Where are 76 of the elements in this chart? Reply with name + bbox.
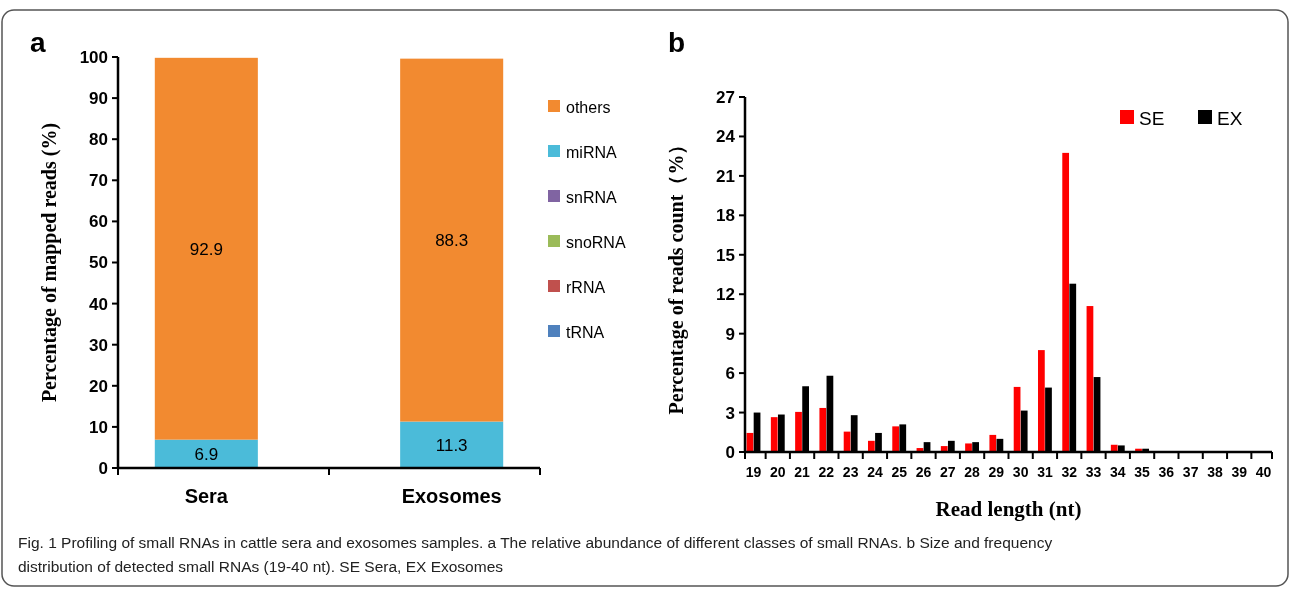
x-tick-label: 26: [915, 464, 932, 480]
bar: [154, 439, 258, 468]
x-tick-label: 27: [940, 464, 956, 480]
x-tick-label: 34: [1110, 464, 1126, 480]
y-tick-label: 80: [89, 130, 108, 150]
x-tick-label: 35: [1134, 464, 1151, 480]
x-tick-label: 20: [770, 464, 786, 480]
x-tick-label: 37: [1182, 464, 1199, 480]
y-tick-label: 12: [716, 285, 735, 305]
y-tick-label: 9: [725, 324, 735, 344]
y-tick-label: 0: [725, 442, 735, 462]
x-tick-label: 33: [1085, 464, 1102, 480]
legend-label: SE: [1139, 107, 1165, 129]
legend-label: miRNA: [566, 143, 617, 161]
y-tick-label: 70: [89, 171, 108, 191]
x-tick-label: 19: [745, 464, 762, 480]
x-axis-title: Read length (nt): [935, 497, 1082, 521]
chart-title: b: [668, 27, 686, 58]
y-tick-label: 100: [79, 47, 108, 67]
bar: [154, 57, 258, 440]
y-tick-label: 6: [725, 364, 735, 384]
legend-label: rRNA: [566, 278, 606, 296]
legend-label: tRNA: [566, 323, 605, 341]
legend-label: EX: [1217, 107, 1243, 129]
bar: [795, 411, 802, 452]
x-tick-label: 39: [1231, 464, 1248, 480]
legend-label: snRNA: [566, 188, 618, 206]
y-tick-label: 20: [89, 376, 108, 396]
y-axis-title: Percentage of reads count（%）: [665, 134, 688, 415]
data-label: 92.9: [189, 239, 223, 259]
bar: [989, 434, 997, 452]
x-tick-label: 24: [867, 464, 883, 480]
y-axis-title: Percentage of mapped reads (%): [38, 122, 61, 403]
data-label: 6.9: [194, 444, 219, 464]
bar: [965, 443, 972, 452]
y-tick-label: 60: [89, 212, 108, 232]
y-tick-label: 50: [89, 253, 108, 273]
legend-label: others: [566, 98, 611, 116]
y-tick-label: 10: [89, 417, 108, 437]
y-tick-label: 24: [716, 127, 736, 147]
bar: [1062, 152, 1070, 452]
bar: [400, 58, 504, 422]
legend-label: snoRNA: [566, 233, 626, 251]
x-tick-label: 21: [794, 464, 811, 480]
x-tick-label: 25: [891, 464, 908, 480]
bar: [400, 421, 504, 468]
data-label: 88.3: [435, 231, 469, 251]
chart-title: a: [30, 27, 46, 58]
bar: [892, 426, 900, 452]
x-tick-label: Exosomes: [401, 485, 502, 507]
x-tick-label: 22: [818, 464, 835, 480]
bar: [1038, 350, 1045, 452]
y-tick-label: 27: [716, 87, 735, 107]
x-tick-label: 23: [842, 464, 859, 480]
bar: [770, 417, 778, 452]
y-tick-label: 18: [716, 206, 735, 226]
x-tick-label: Sera: [184, 485, 229, 507]
caption: Fig. 1 Profiling of small RNAs in cattle sera and exosomes samples. a The relative abundance of different classes of small RNAs. b Size and frequency distribution of detected small RNAs (19-40 nt). SE Sera, EX Exosomes: [18, 534, 1053, 575]
x-tick-label: 28: [964, 464, 981, 480]
x-tick-label: 30: [1012, 464, 1029, 480]
y-tick-label: 90: [89, 89, 108, 109]
y-tick-label: 3: [725, 403, 735, 423]
y-tick-label: 21: [716, 166, 735, 186]
x-tick-label: 29: [988, 464, 1005, 480]
y-tick-label: 40: [89, 294, 108, 314]
y-tick-label: 15: [716, 245, 735, 265]
bar: [868, 440, 875, 452]
x-tick-label: 32: [1061, 464, 1078, 480]
x-tick-label: 36: [1158, 464, 1175, 480]
x-tick-label: 31: [1037, 464, 1053, 480]
bar: [819, 407, 827, 452]
x-tick-label: 38: [1207, 464, 1223, 480]
y-tick-label: 30: [89, 335, 108, 355]
y-tick-label: 0: [98, 458, 108, 478]
data-label: 11.3: [435, 435, 468, 455]
x-tick-label: 40: [1255, 464, 1272, 480]
